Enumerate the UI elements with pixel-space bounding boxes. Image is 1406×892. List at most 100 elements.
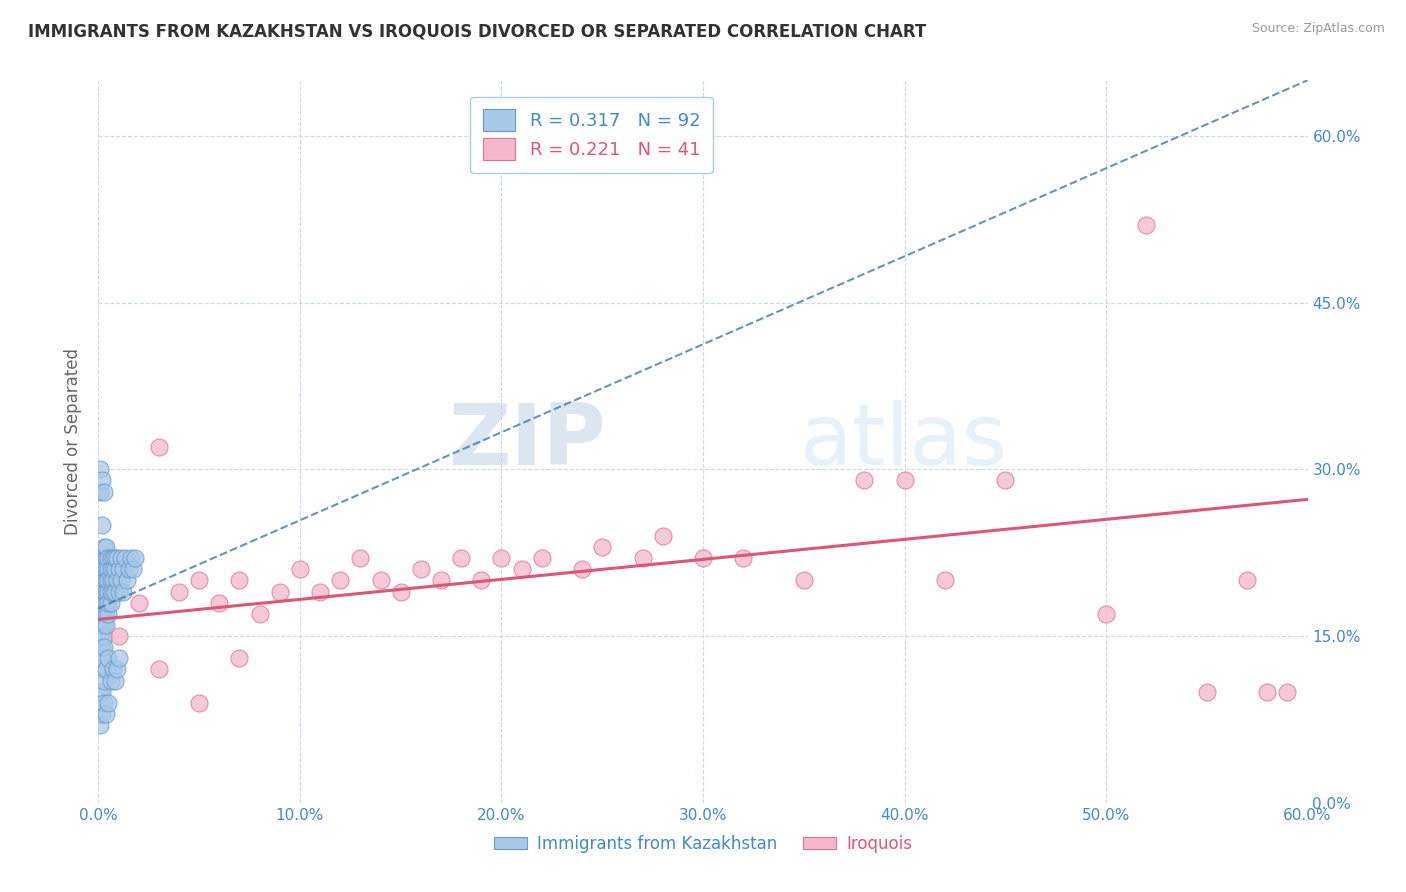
Point bbox=[91, 684, 114, 698]
Point bbox=[188, 696, 211, 710]
Point bbox=[89, 718, 111, 732]
Point bbox=[97, 607, 120, 621]
Point bbox=[853, 474, 876, 488]
Point bbox=[389, 584, 412, 599]
Point bbox=[91, 584, 114, 599]
Point bbox=[103, 673, 125, 688]
Point bbox=[89, 662, 111, 676]
Point bbox=[97, 551, 120, 566]
Point bbox=[93, 551, 115, 566]
Point bbox=[97, 574, 120, 588]
Point bbox=[288, 562, 311, 576]
Point bbox=[115, 574, 138, 588]
Point bbox=[107, 629, 129, 643]
Point bbox=[97, 651, 120, 665]
Point bbox=[100, 596, 122, 610]
Point bbox=[101, 562, 124, 576]
Point bbox=[530, 551, 553, 566]
Point bbox=[91, 706, 114, 721]
Point bbox=[167, 584, 190, 599]
Point bbox=[91, 562, 114, 576]
Point bbox=[228, 574, 250, 588]
Point bbox=[107, 562, 129, 576]
Point bbox=[329, 574, 352, 588]
Point bbox=[107, 651, 129, 665]
Point bbox=[89, 684, 111, 698]
Point bbox=[96, 618, 118, 632]
Point bbox=[93, 562, 115, 576]
Point bbox=[101, 662, 124, 676]
Point bbox=[93, 484, 115, 499]
Point bbox=[571, 562, 593, 576]
Point bbox=[96, 662, 118, 676]
Point bbox=[470, 574, 492, 588]
Point bbox=[100, 574, 122, 588]
Point bbox=[110, 551, 132, 566]
Point bbox=[893, 474, 915, 488]
Point bbox=[96, 562, 118, 576]
Point bbox=[101, 574, 124, 588]
Point bbox=[91, 474, 114, 488]
Point bbox=[121, 562, 143, 576]
Point bbox=[1256, 684, 1278, 698]
Point bbox=[89, 462, 111, 476]
Point bbox=[101, 584, 124, 599]
Point bbox=[91, 596, 114, 610]
Point bbox=[97, 696, 120, 710]
Point bbox=[103, 551, 125, 566]
Point bbox=[93, 574, 115, 588]
Point bbox=[89, 584, 111, 599]
Point bbox=[89, 618, 111, 632]
Point bbox=[100, 562, 122, 576]
Point bbox=[107, 584, 129, 599]
Point bbox=[103, 584, 125, 599]
Point bbox=[120, 551, 142, 566]
Point bbox=[430, 574, 453, 588]
Point bbox=[91, 651, 114, 665]
Point bbox=[91, 618, 114, 632]
Point bbox=[249, 607, 271, 621]
Point bbox=[93, 629, 115, 643]
Point bbox=[105, 551, 128, 566]
Point bbox=[91, 551, 114, 566]
Point bbox=[1236, 574, 1258, 588]
Point bbox=[692, 551, 714, 566]
Point bbox=[96, 540, 118, 554]
Point bbox=[111, 584, 134, 599]
Point bbox=[91, 607, 114, 621]
Point bbox=[148, 662, 170, 676]
Point bbox=[91, 574, 114, 588]
Point bbox=[103, 562, 125, 576]
Point bbox=[510, 562, 533, 576]
Point bbox=[97, 596, 120, 610]
Point bbox=[409, 562, 432, 576]
Point bbox=[100, 584, 122, 599]
Point bbox=[96, 706, 118, 721]
Point bbox=[128, 596, 150, 610]
Point bbox=[118, 562, 141, 576]
Point bbox=[269, 584, 291, 599]
Point bbox=[793, 574, 815, 588]
Point bbox=[1277, 684, 1299, 698]
Point bbox=[100, 673, 122, 688]
Point bbox=[105, 662, 128, 676]
Point bbox=[105, 574, 128, 588]
Text: IMMIGRANTS FROM KAZAKHSTAN VS IROQUOIS DIVORCED OR SEPARATED CORRELATION CHART: IMMIGRANTS FROM KAZAKHSTAN VS IROQUOIS D… bbox=[28, 22, 927, 40]
Point bbox=[370, 574, 392, 588]
Point bbox=[96, 607, 118, 621]
Point bbox=[651, 529, 673, 543]
Text: Source: ZipAtlas.com: Source: ZipAtlas.com bbox=[1251, 22, 1385, 36]
Point bbox=[93, 596, 115, 610]
Point bbox=[89, 574, 111, 588]
Point bbox=[89, 551, 111, 566]
Point bbox=[208, 596, 231, 610]
Point bbox=[934, 574, 956, 588]
Point bbox=[89, 640, 111, 655]
Point bbox=[631, 551, 654, 566]
Point bbox=[97, 584, 120, 599]
Legend: Immigrants from Kazakhstan, Iroquois: Immigrants from Kazakhstan, Iroquois bbox=[488, 828, 918, 860]
Point bbox=[228, 651, 250, 665]
Point bbox=[93, 540, 115, 554]
Y-axis label: Divorced or Separated: Divorced or Separated bbox=[65, 348, 83, 535]
Point bbox=[349, 551, 371, 566]
